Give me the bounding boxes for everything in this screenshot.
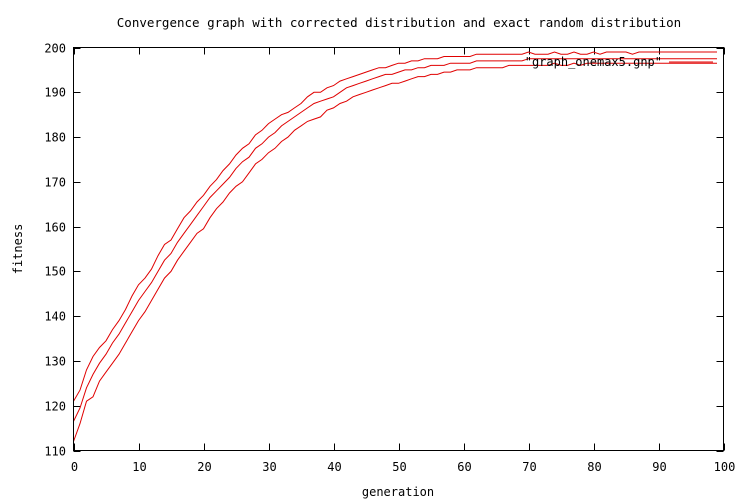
x-tick-label: 40 <box>327 460 341 474</box>
series-group <box>73 51 717 442</box>
y-tick-label: 130 <box>44 355 66 369</box>
y-tick-label: 120 <box>44 400 66 414</box>
y-tick-label: 150 <box>44 265 66 279</box>
axis-ticks: 0 10 20 30 40 50 60 70 80 90 100 110 120 130 140 150 160… <box>44 42 735 475</box>
y-tick-label: 160 <box>44 221 66 235</box>
x-tick-label: 60 <box>457 460 471 474</box>
x-tick-label: 90 <box>652 460 666 474</box>
series-line-1 <box>73 51 717 402</box>
series-line-3 <box>73 62 717 442</box>
legend-label: "graph_onemax5.gnp" <box>525 55 662 69</box>
plot-frame <box>73 47 724 451</box>
legend: "graph_onemax5.gnp" <box>525 55 713 69</box>
y-tick-label: 110 <box>44 445 66 459</box>
y-tick-label: 180 <box>44 131 66 145</box>
x-tick-label: 80 <box>587 460 601 474</box>
y-tick-label: 140 <box>44 310 66 324</box>
y-tick-label: 170 <box>44 176 66 190</box>
x-tick-label: 30 <box>262 460 276 474</box>
x-tick-label: 10 <box>132 460 146 474</box>
x-tick-label: 0 <box>71 460 78 474</box>
x-tick-label: 50 <box>392 460 406 474</box>
x-tick-label: 20 <box>197 460 211 474</box>
y-tick-label: 190 <box>44 86 66 100</box>
x-axis-label: generation <box>362 485 434 499</box>
y-axis-label: fitness <box>11 224 25 275</box>
x-tick-label: 100 <box>714 460 736 474</box>
series-line-2 <box>73 58 717 422</box>
x-tick-label: 70 <box>522 460 536 474</box>
chart-title: Convergence graph with corrected distrib… <box>117 15 681 30</box>
y-tick-label: 200 <box>44 42 66 56</box>
